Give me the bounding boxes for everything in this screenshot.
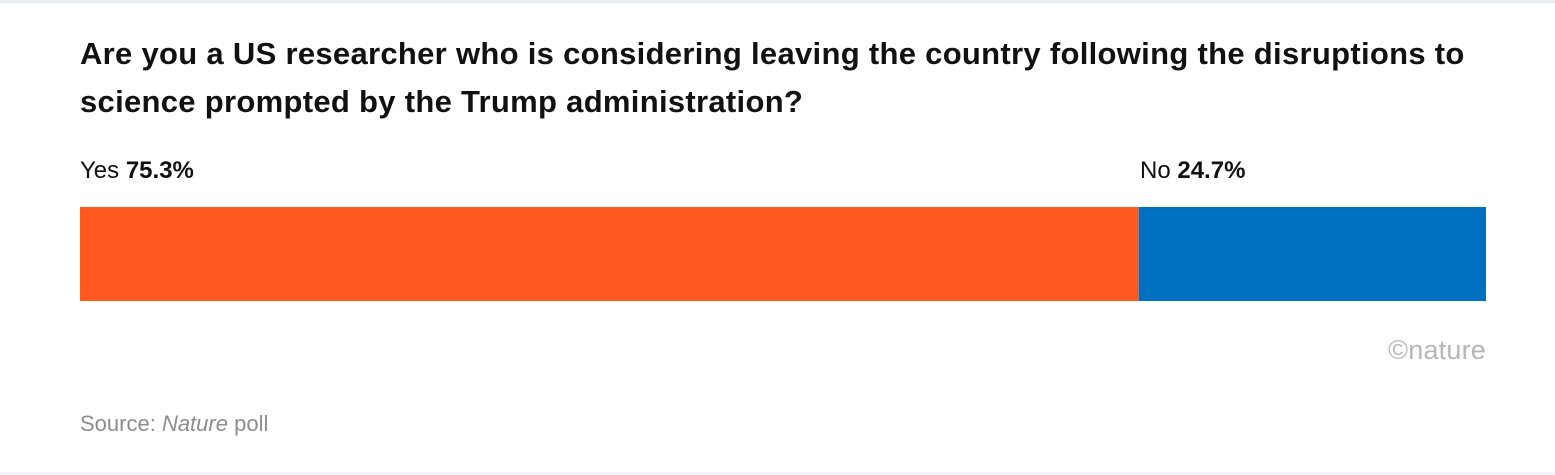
bottom-rule	[0, 472, 1555, 475]
nature-credit: ©nature	[1388, 335, 1486, 365]
stacked-bar	[80, 207, 1486, 301]
source-note: Source: Nature poll	[80, 410, 268, 438]
yes-value-label: 75.3%	[125, 157, 194, 184]
no-category-label: No	[1140, 157, 1171, 184]
no-label: No 24.7%	[1140, 156, 1245, 186]
source-prefix: Source:	[80, 411, 162, 436]
source-suffix: poll	[227, 411, 269, 436]
top-rule	[0, 0, 1555, 3]
bar-segment-no	[1139, 207, 1486, 301]
source-publication: Nature	[161, 411, 228, 436]
no-value-label: 24.7%	[1177, 157, 1246, 184]
yes-category-label: Yes	[80, 157, 120, 184]
chart-title: Are you a US researcher who is consideri…	[80, 36, 1465, 119]
bar-segment-yes	[80, 207, 1139, 301]
yes-label: Yes 75.3%	[80, 156, 194, 186]
